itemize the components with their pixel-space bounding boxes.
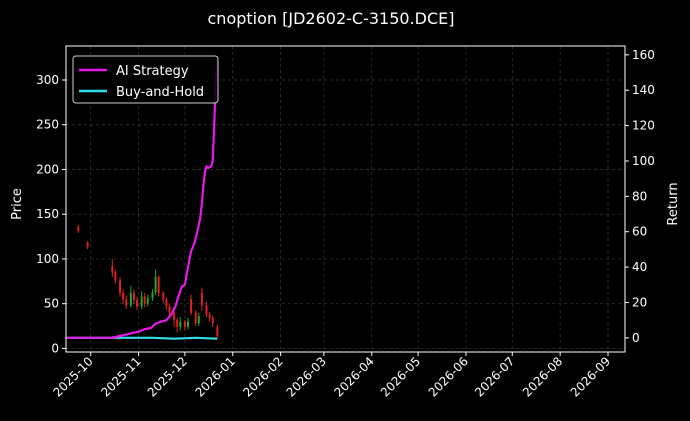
candle-body <box>129 292 132 306</box>
candle-body <box>205 305 208 315</box>
candle-body <box>211 318 214 324</box>
candle-body <box>173 312 176 320</box>
candle-body <box>114 272 117 281</box>
candle-body <box>157 276 160 293</box>
y-axis-label-right: Return <box>666 182 681 225</box>
y-tick-label-right: 20 <box>632 295 647 309</box>
y-tick-label-left: 50 <box>44 297 59 311</box>
y-tick-label-left: 100 <box>36 252 59 266</box>
y-tick-label-right: 160 <box>632 48 655 62</box>
candle-body <box>216 326 219 336</box>
candle-body <box>190 299 193 313</box>
candle-body <box>125 299 128 306</box>
candle-body <box>151 292 154 299</box>
candle-body <box>197 316 200 324</box>
candle-body <box>136 300 139 307</box>
plot-frame <box>65 45 626 353</box>
y-tick-label-left: 300 <box>36 73 59 87</box>
chart-title: cnoption [JD2602-C-3150.DCE] <box>208 9 455 28</box>
candle-body <box>179 321 182 327</box>
candle-body <box>194 312 197 324</box>
series-lines <box>66 58 219 340</box>
legend: AI Strategy Buy-and-Hold <box>72 55 219 104</box>
candle-body <box>86 242 89 248</box>
y-tick-label-right: 100 <box>632 154 655 168</box>
candle-body <box>132 292 135 301</box>
y-axis-label-left: Price <box>10 188 25 220</box>
legend-label: Buy-and-Hold <box>116 85 204 100</box>
y-tick-label-left: 250 <box>36 118 59 132</box>
candle-body <box>168 306 171 313</box>
candle-body <box>186 321 189 327</box>
y-tick-label-right: 0 <box>632 331 640 345</box>
candle-body <box>119 280 122 293</box>
candle-body <box>122 292 125 300</box>
candle-body <box>140 296 143 307</box>
candle-body <box>146 298 149 304</box>
candle-body <box>77 226 80 232</box>
candle-body <box>143 296 146 304</box>
y-tick-label-right: 40 <box>632 260 647 274</box>
candle-body <box>154 276 157 293</box>
y-axis-left: 0 50 100 150 200 250 300 <box>36 73 66 355</box>
candle-body <box>208 314 211 318</box>
legend-box <box>72 55 219 104</box>
candle-body <box>165 299 168 307</box>
y-tick-label-right: 140 <box>632 83 655 97</box>
candle-body <box>111 266 114 273</box>
candle-body <box>162 292 165 300</box>
y-tick-label-right: 80 <box>632 189 647 203</box>
y-tick-label-right: 60 <box>632 225 647 239</box>
ai-strategy-line <box>66 58 219 339</box>
legend-label: AI Strategy <box>116 64 189 79</box>
candle-body <box>176 319 179 327</box>
y-tick-label-left: 200 <box>36 162 59 176</box>
y-axis-right: 0 20 40 60 80 100 120 140 160 <box>625 48 655 345</box>
candle-body <box>200 292 203 306</box>
candles <box>77 224 219 339</box>
y-tick-label-right: 120 <box>632 119 655 133</box>
candle-body <box>183 321 186 327</box>
y-tick-label-left: 150 <box>36 207 59 221</box>
y-tick-label-left: 0 <box>51 341 59 355</box>
